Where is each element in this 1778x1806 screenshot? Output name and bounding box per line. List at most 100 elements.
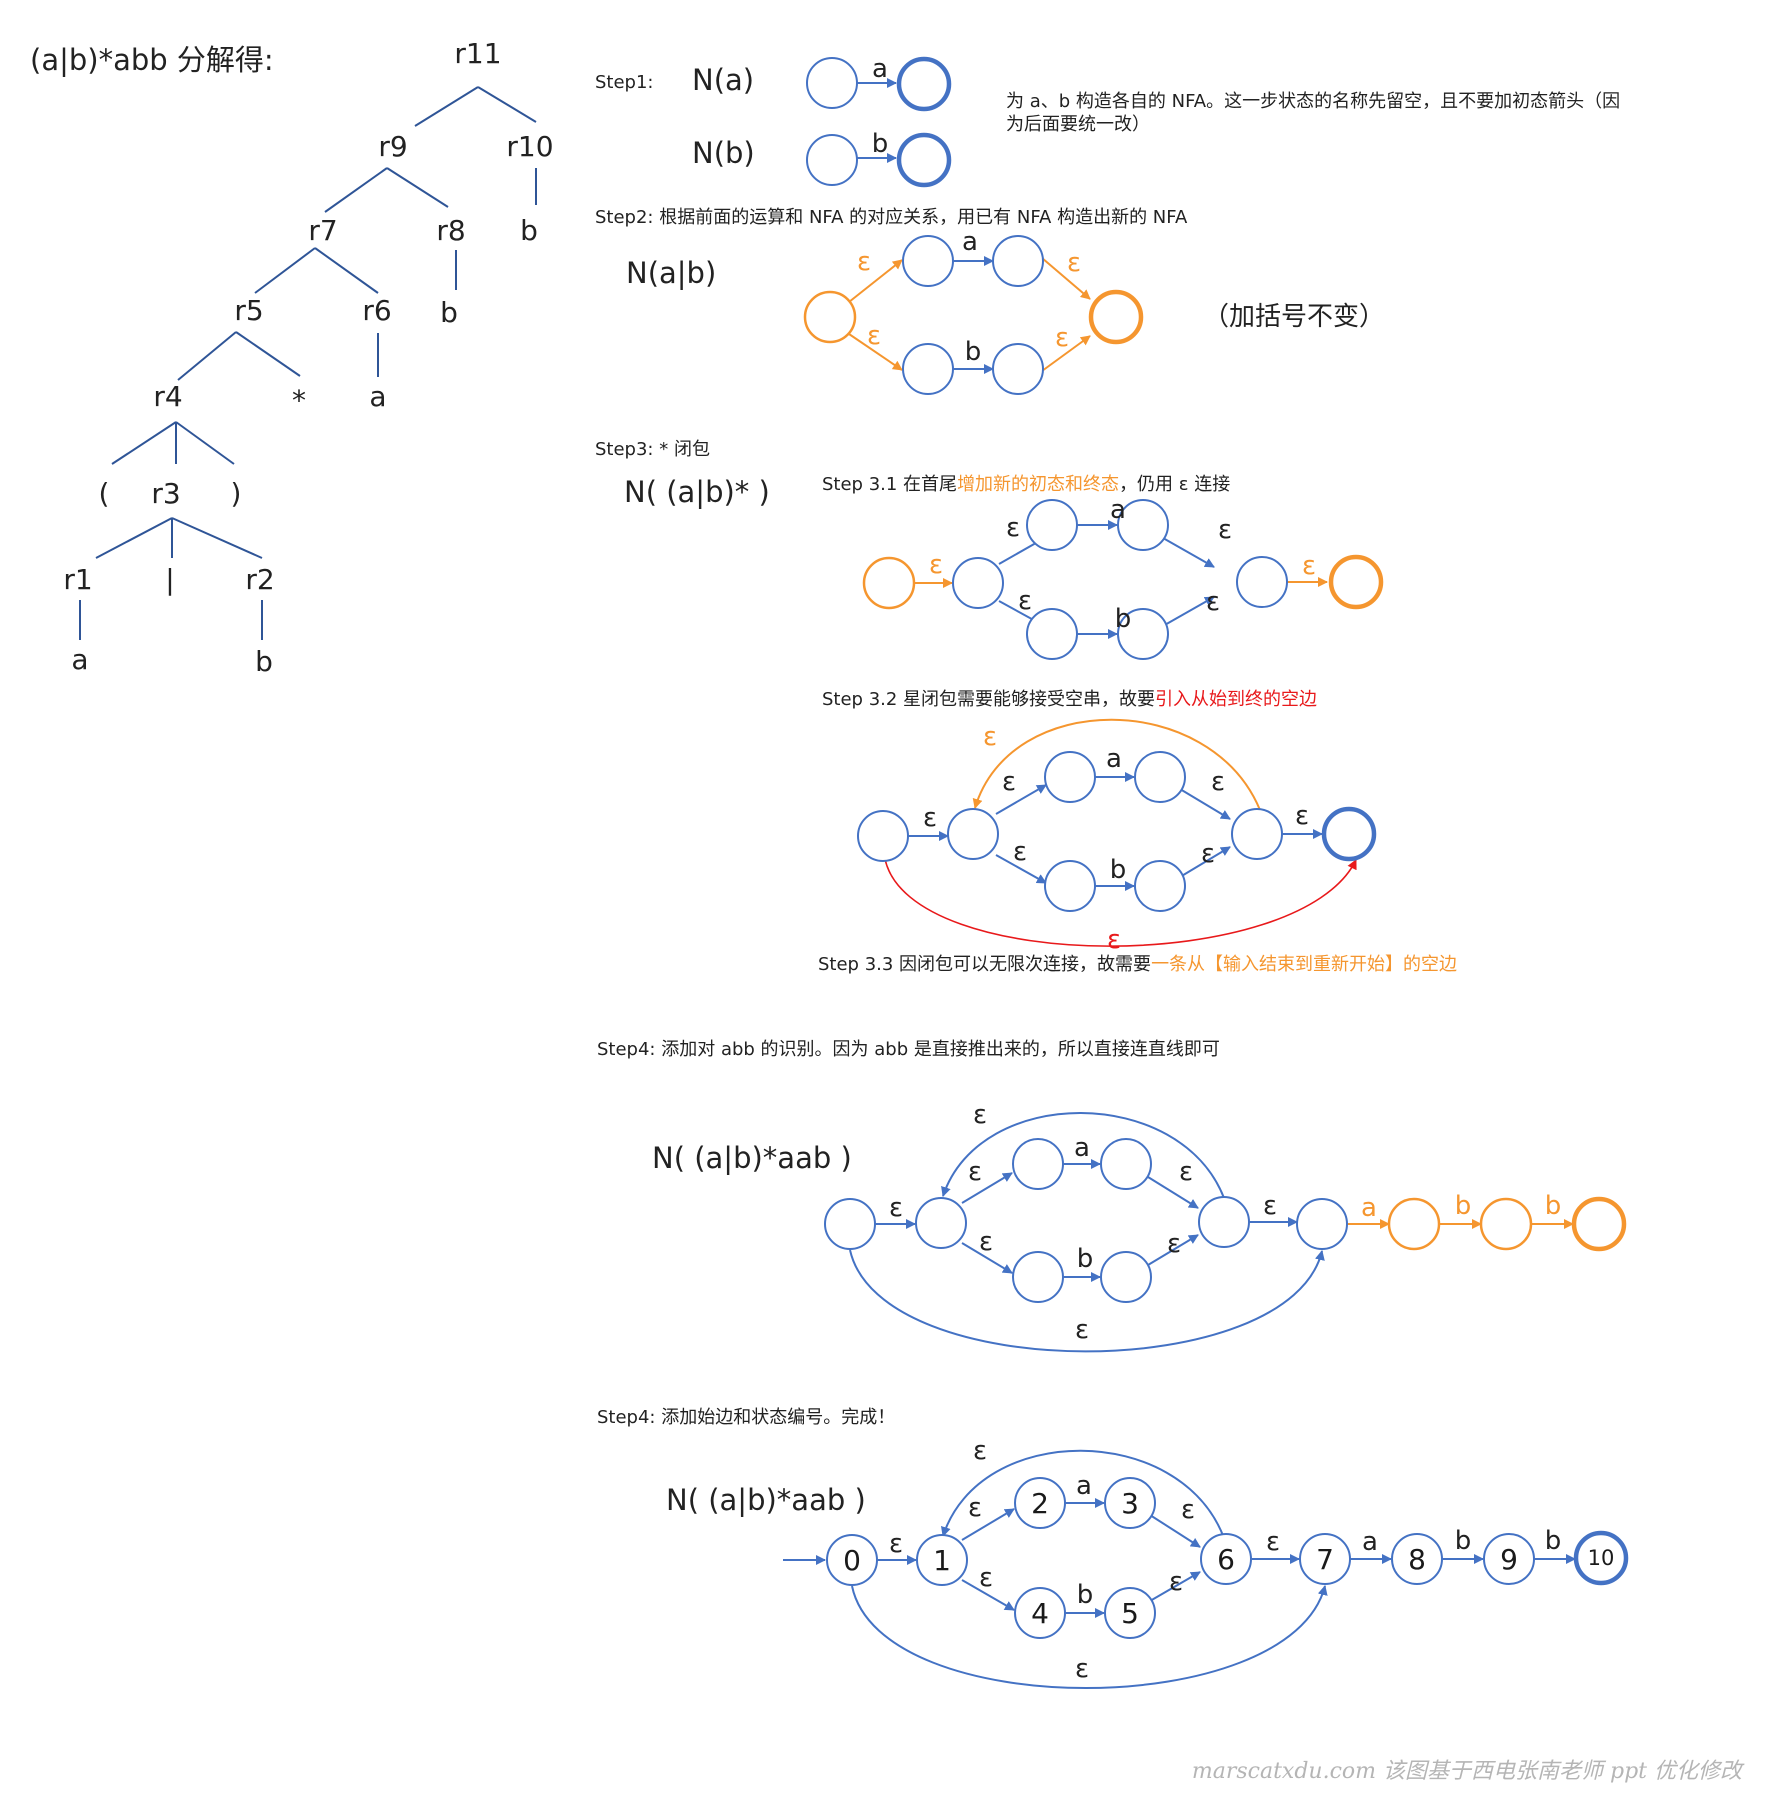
tree-node-r11: r11 — [454, 37, 501, 70]
nfa-state — [902, 343, 954, 395]
transition-label: ε — [983, 722, 997, 752]
state-number: 9 — [1500, 1543, 1518, 1576]
transition-label: ε — [1018, 586, 1032, 616]
step2: Step2: 根据前面的运算和 NFA 的对应关系，用已有 NFA 构造出新的 … — [595, 207, 1385, 395]
transition-label: ε — [1179, 1157, 1193, 1187]
transition-label: ε — [1263, 1191, 1277, 1221]
nfa-state — [947, 808, 999, 860]
state-number: 10 — [1588, 1546, 1615, 1570]
tree-node-bar: | — [165, 563, 174, 596]
nfa-state-4 — [1014, 1587, 1066, 1639]
transition-arrow — [1147, 1176, 1199, 1209]
step3-2-nfa: ε ε ε ε a b ε ε ε ε — [857, 718, 1377, 955]
nfa-final-state — [896, 56, 952, 112]
transition-label: a — [1361, 1193, 1377, 1223]
transition-arrow — [961, 1579, 1015, 1611]
transition-label: b — [1115, 604, 1132, 634]
transition-arrow — [1162, 537, 1215, 568]
nfa-state-6 — [1200, 1533, 1252, 1585]
transition-arrow — [1147, 1234, 1199, 1266]
nfa-state — [992, 235, 1044, 287]
state-number: 4 — [1031, 1597, 1049, 1630]
transition-label: ε — [929, 550, 943, 580]
nfa-state — [1012, 1251, 1064, 1303]
tree-node-r1-a: a — [71, 643, 88, 676]
transition-label: ε — [1211, 767, 1225, 797]
transition-label: ε — [973, 1436, 987, 1466]
nfa-state — [824, 1198, 876, 1250]
tree-node-r9: r9 — [378, 130, 407, 163]
nfa-state — [1231, 808, 1283, 860]
step3-title: N( (a|b)* ) — [624, 475, 770, 509]
nfa-start-state — [803, 290, 857, 344]
back-epsilon-arc — [941, 1112, 1225, 1199]
transition-arrow — [961, 1242, 1013, 1274]
transition-label: ε — [968, 1157, 982, 1187]
state-number: 0 — [843, 1544, 861, 1577]
transition-label: ε — [1167, 1229, 1181, 1259]
nfa-state-9 — [1483, 1533, 1535, 1585]
transition-arrow — [1179, 788, 1231, 820]
transition-label: b — [872, 129, 889, 159]
step1-nb-title: N(b) — [692, 136, 755, 170]
state-number: 7 — [1316, 1543, 1334, 1576]
parse-tree: (a|b)*abb 分解得: r11 r9 r10 r7 — [30, 37, 554, 678]
tree-node-r6-a: a — [369, 380, 386, 413]
transition-label: ε — [1013, 837, 1027, 867]
nfa-state — [1479, 1197, 1533, 1251]
skip-epsilon-arc — [884, 858, 1357, 947]
transition-label: ε — [889, 1193, 903, 1223]
step3-1-caption: Step 3.1 在首尾增加新的初态和终态，仍用 ε 连接 — [822, 474, 1230, 495]
nfa-start-state — [862, 556, 916, 610]
nfa-state-2 — [1014, 1477, 1066, 1529]
nfa-state — [1044, 860, 1096, 912]
step4-final: Step4: 添加始边和状态编号。完成！ N( (a|b)*aab ) — [597, 1407, 1629, 1689]
transition-label: b — [1077, 1580, 1094, 1610]
transition-arrow — [1162, 596, 1215, 627]
step4a-label: Step4: 添加对 abb 的识别。因为 abb 是直接推出来的，所以直接连直… — [597, 1039, 1220, 1060]
nfa-state-3 — [1104, 1477, 1156, 1529]
nfa-state-1 — [916, 1534, 968, 1586]
tree-node-r3: r3 — [151, 477, 180, 510]
transition-label: ε — [857, 247, 871, 277]
tree-node-r10-b: b — [520, 214, 538, 247]
nfa-state-8 — [1391, 1533, 1443, 1585]
step1-note-line2: 为后面要统一改） — [1006, 114, 1150, 135]
transition-label: ε — [1006, 513, 1020, 543]
nfa-final-state — [1328, 554, 1384, 610]
nfa-state — [915, 1197, 967, 1249]
nfa-final-state — [896, 132, 952, 188]
transition-label: ε — [867, 321, 881, 351]
step1: Step1: N(a) N(b) a b 为 a、b 构造各自的 NFA。这一步… — [595, 54, 1620, 188]
step3-3-caption: Step 3.3 因闭包可以无限次连接，故需要一条从【输入结束到重新开始】的空边 — [818, 954, 1457, 975]
transition-label: ε — [1295, 801, 1309, 831]
transition-label: ε — [1302, 551, 1316, 581]
transition-arrow — [1149, 1571, 1201, 1602]
transition-arrow — [961, 1508, 1015, 1541]
nfa-state-10-final — [1573, 1530, 1629, 1586]
nfa-state — [1012, 1138, 1064, 1190]
tree-node-r7: r7 — [308, 214, 337, 247]
transition-arrow — [1041, 257, 1091, 300]
transition-label: ε — [1201, 839, 1215, 869]
nfa-final-state — [1571, 1196, 1627, 1252]
state-number: 1 — [933, 1544, 951, 1577]
transition-label: b — [1077, 1244, 1094, 1274]
nfa-state — [1117, 608, 1169, 660]
transition-arrow — [1179, 846, 1231, 878]
transition-label: ε — [1266, 1527, 1280, 1557]
transition-label: a — [1074, 1133, 1090, 1163]
skip-epsilon-arc — [851, 1585, 1328, 1689]
step4b-title: N( (a|b)*aab ) — [666, 1483, 866, 1517]
nfa-final-state — [1088, 289, 1144, 345]
nfa-state — [1026, 499, 1078, 551]
transition-arrow — [995, 854, 1047, 884]
transition-label: ε — [1181, 1495, 1195, 1525]
transition-label: a — [872, 54, 888, 84]
tree-node-lparen: ( — [99, 477, 110, 510]
transition-arrow — [848, 333, 903, 371]
transition-label: b — [1545, 1191, 1562, 1221]
step2-note: （加括号不变） — [1203, 302, 1385, 332]
transition-label: ε — [1075, 1315, 1089, 1345]
